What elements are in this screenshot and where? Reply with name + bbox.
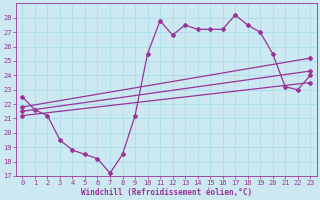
X-axis label: Windchill (Refroidissement éolien,°C): Windchill (Refroidissement éolien,°C) xyxy=(81,188,252,197)
